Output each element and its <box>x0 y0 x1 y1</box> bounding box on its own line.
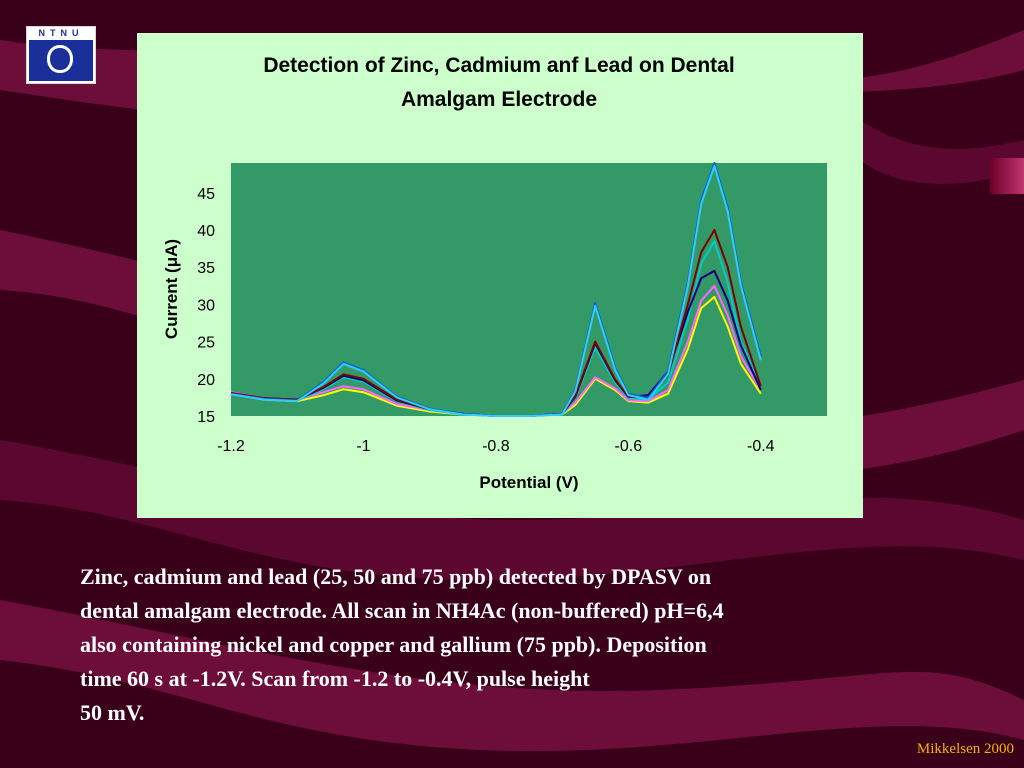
ntnu-logo: NTNU <box>26 26 96 84</box>
caption: Zinc, cadmium and lead (25, 50 and 75 pp… <box>80 560 940 730</box>
x-tick-label: -1 <box>356 438 370 455</box>
series-line-1 <box>230 295 762 417</box>
y-tick-label: 45 <box>197 186 215 203</box>
x-axis-label: Potential (V) <box>479 473 578 492</box>
logo-text: NTNU <box>38 28 84 38</box>
x-tick-label: -0.8 <box>482 438 510 455</box>
x-tick-label: -1.2 <box>217 438 245 455</box>
caption-line-4: time 60 s at -1.2V. Scan from -1.2 to -0… <box>80 666 590 691</box>
caption-line-1: Zinc, cadmium and lead (25, 50 and 75 pp… <box>80 564 712 589</box>
chart: Detection of Zinc, Cadmium anf Lead on D… <box>162 54 827 492</box>
caption-line-3: also containing nickel and copper and ga… <box>80 632 707 657</box>
chart-panel: Detection of Zinc, Cadmium anf Lead on D… <box>137 33 863 518</box>
series-lines <box>230 162 762 417</box>
y-tick-label: 30 <box>197 297 215 314</box>
chart-title-line-1: Detection of Zinc, Cadmium anf Lead on D… <box>263 54 734 77</box>
y-tick-label: 25 <box>197 335 215 352</box>
y-tick-label: 40 <box>197 223 215 240</box>
chart-title-line-2: Amalgam Electrode <box>401 88 597 111</box>
y-axis-ticks: 15 20 25 30 35 40 45 <box>197 186 215 426</box>
x-axis-ticks: -1.2 -1 -0.8 -0.6 -0.4 <box>217 438 774 455</box>
y-tick-label: 15 <box>197 409 215 426</box>
caption-line-2: dental amalgam electrode. All scan in NH… <box>80 598 724 623</box>
side-decoration <box>990 158 1024 194</box>
plot-area <box>231 163 827 416</box>
x-tick-label: -0.4 <box>747 438 775 455</box>
caption-line-5: 50 mV. <box>80 700 145 725</box>
y-tick-label: 20 <box>197 372 215 389</box>
logo-ring <box>47 45 73 73</box>
y-tick-label: 35 <box>197 260 215 277</box>
logo-mark <box>29 40 93 81</box>
y-axis-label: Current (μA) <box>162 239 181 339</box>
series-line-7 <box>230 165 762 417</box>
series-line-2 <box>230 284 762 417</box>
credit: Mikkelsen 2000 <box>916 741 1014 757</box>
x-tick-label: -0.6 <box>615 438 643 455</box>
